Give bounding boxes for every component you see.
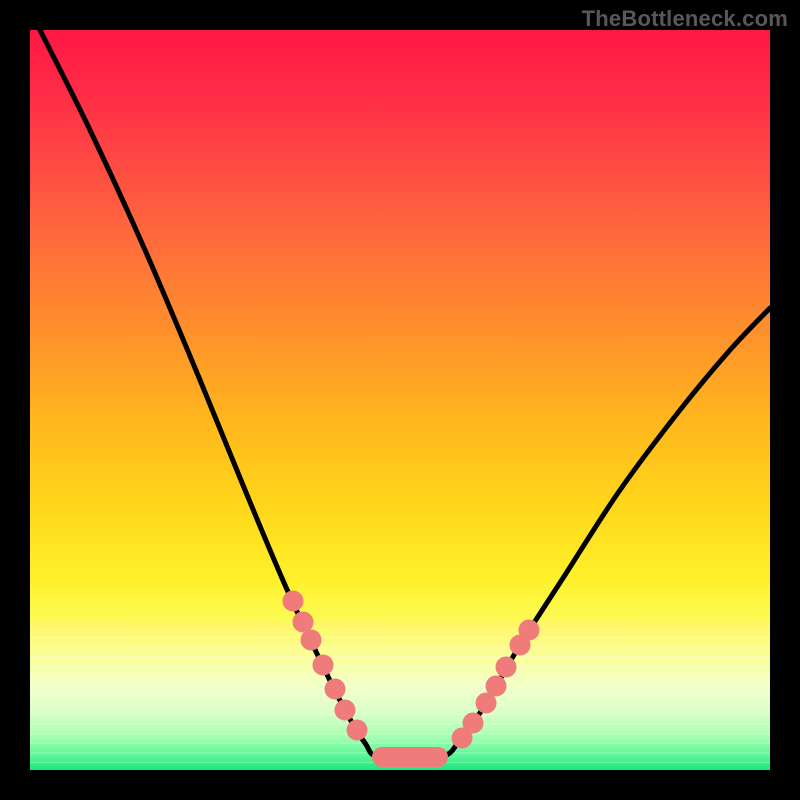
- band-stripe: [30, 714, 770, 715]
- curve-bottom-pill: [372, 747, 448, 767]
- band-stripe: [30, 723, 770, 724]
- curve-marker: [496, 657, 516, 677]
- bottleneck-chart-svg: [30, 30, 770, 770]
- band-stripe: [30, 666, 770, 667]
- curve-marker: [293, 612, 313, 632]
- band-stripe: [30, 656, 770, 657]
- curve-marker: [486, 676, 506, 696]
- curve-marker: [313, 655, 333, 675]
- curve-marker: [519, 620, 539, 640]
- curve-marker: [347, 720, 367, 740]
- band-stripe: [30, 646, 770, 647]
- band-stripe: [30, 733, 770, 734]
- chart-plot-area: [30, 30, 770, 770]
- curve-marker: [335, 700, 355, 720]
- band-stripe: [30, 704, 770, 705]
- curve-marker: [463, 713, 483, 733]
- band-stripe: [30, 637, 770, 638]
- band-stripe: [30, 695, 770, 696]
- watermark-text: TheBottleneck.com: [582, 6, 788, 32]
- curve-marker: [301, 630, 321, 650]
- band-stripe: [30, 743, 770, 744]
- curve-marker: [325, 679, 345, 699]
- band-stripe: [30, 675, 770, 676]
- curve-marker: [283, 591, 303, 611]
- band-stripe: [30, 685, 770, 686]
- outer-frame: TheBottleneck.com: [0, 0, 800, 800]
